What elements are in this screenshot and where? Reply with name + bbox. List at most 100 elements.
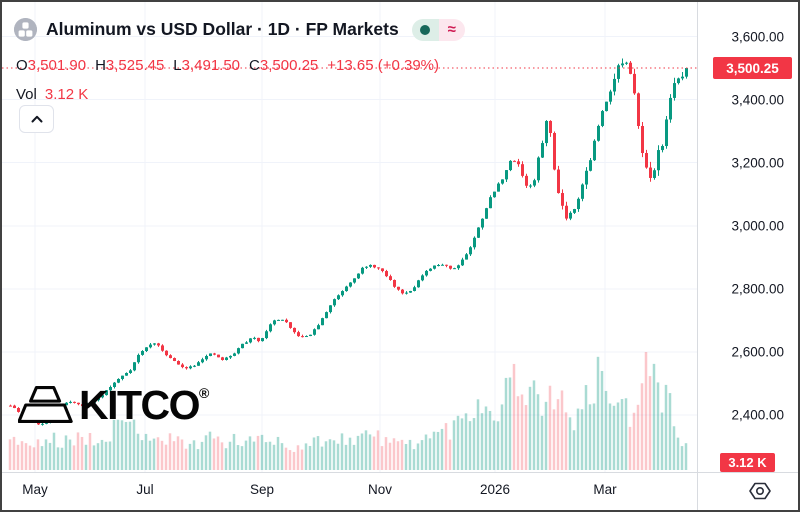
candle <box>377 267 380 269</box>
volume-bar <box>664 384 668 470</box>
candle <box>317 325 320 330</box>
candle <box>301 336 304 338</box>
volume-bar <box>528 386 532 470</box>
candle <box>573 209 576 213</box>
candle <box>89 402 92 404</box>
candle <box>37 421 40 425</box>
candle <box>421 275 424 281</box>
volume-bar <box>624 398 628 470</box>
candle <box>653 170 656 178</box>
candle <box>105 390 108 396</box>
candle <box>489 197 492 209</box>
volume-bar <box>244 440 248 470</box>
candle <box>429 268 432 271</box>
volume-bar <box>108 441 112 470</box>
candle <box>669 97 672 120</box>
candle <box>197 362 200 366</box>
volume-bar <box>432 431 436 470</box>
volume-bar <box>280 443 284 470</box>
candle <box>477 227 480 238</box>
candle <box>205 355 208 360</box>
candlestick-chart[interactable] <box>2 2 697 472</box>
candle <box>101 395 104 398</box>
candle <box>557 169 560 194</box>
candle <box>549 120 552 133</box>
volume-bar <box>28 445 32 470</box>
candle <box>133 362 136 371</box>
market-status-toggle[interactable]: ≈ <box>411 18 465 41</box>
candle <box>129 370 132 373</box>
candle <box>481 218 484 228</box>
volume-bar <box>348 437 352 470</box>
collapse-legend-button[interactable] <box>19 105 54 133</box>
screener-eye-button[interactable] <box>745 479 775 503</box>
volume-bar <box>296 445 300 470</box>
time-tick-label: Mar <box>593 482 617 497</box>
candle <box>137 354 140 363</box>
volume-bar <box>500 404 504 470</box>
candle <box>453 268 456 270</box>
volume-bar <box>540 415 544 470</box>
candle <box>445 264 448 266</box>
volume-bar <box>344 444 348 470</box>
volume-bar <box>316 436 320 470</box>
candle <box>149 344 152 348</box>
time-tick-label: Jul <box>136 482 154 497</box>
eye-hexagon-icon <box>749 482 771 500</box>
candle <box>73 401 76 403</box>
volume-bar <box>592 403 596 470</box>
candle <box>605 101 608 112</box>
volume-bar <box>668 393 672 470</box>
volume-bar <box>564 412 568 470</box>
candle <box>329 305 332 313</box>
candle <box>373 264 376 268</box>
candle <box>125 372 128 376</box>
volume-bar <box>116 419 120 470</box>
market-status-dot-segment[interactable] <box>411 18 439 41</box>
volume-bar <box>16 444 20 470</box>
volume-bar <box>240 446 244 470</box>
candle <box>525 175 528 186</box>
volume-label: Vol <box>16 86 37 103</box>
volume-bar <box>20 441 24 470</box>
change-value: +13.65 (+0.39%) <box>327 57 440 74</box>
volume-bar <box>368 434 372 470</box>
price-tick-label: 2,800.00 <box>731 281 784 297</box>
instrument-logo-icon <box>14 18 37 41</box>
time-axis[interactable]: May Jul Sep Nov 2026 Mar <box>2 473 798 510</box>
volume-bar <box>60 447 64 470</box>
candle <box>289 322 292 328</box>
volume-bar <box>228 441 232 470</box>
candle <box>469 247 472 255</box>
price-axis[interactable]: 3,500.25 3.12 K 3,600.00 3,400.00 3,200.00… <box>698 2 798 472</box>
volume-bar <box>580 409 584 470</box>
candle <box>217 354 220 358</box>
candle <box>625 62 628 64</box>
volume-bar <box>8 439 12 470</box>
volume-bar <box>512 363 516 470</box>
volume-bar <box>152 438 156 470</box>
volume-bar <box>172 441 176 470</box>
candle <box>237 348 240 354</box>
current-price-badge: 3,500.25 <box>713 57 792 79</box>
candle <box>357 273 360 279</box>
approx-price-segment[interactable]: ≈ <box>438 18 465 41</box>
price-chart-canvas[interactable]: KITCO ® Aluminum vs USD Dollar · 1D · FP… <box>2 2 697 472</box>
candle <box>113 382 116 388</box>
volume-bar <box>604 390 608 470</box>
symbol-title[interactable]: Aluminum vs USD Dollar · 1D · FP Markets <box>46 19 399 39</box>
volume-bar <box>484 406 488 470</box>
volume-bar <box>620 399 624 470</box>
candle <box>409 290 412 293</box>
candle <box>333 299 336 306</box>
registered-mark: ® <box>199 385 210 401</box>
candle <box>609 91 612 102</box>
candle <box>677 78 680 84</box>
candle <box>561 193 564 206</box>
kitco-watermark-text: KITCO <box>79 382 201 428</box>
volume-bar <box>320 446 324 470</box>
close-value: 3,500.25 <box>259 57 319 74</box>
candle <box>437 265 440 267</box>
symbol-header: Aluminum vs USD Dollar · 1D · FP Markets… <box>14 18 465 41</box>
